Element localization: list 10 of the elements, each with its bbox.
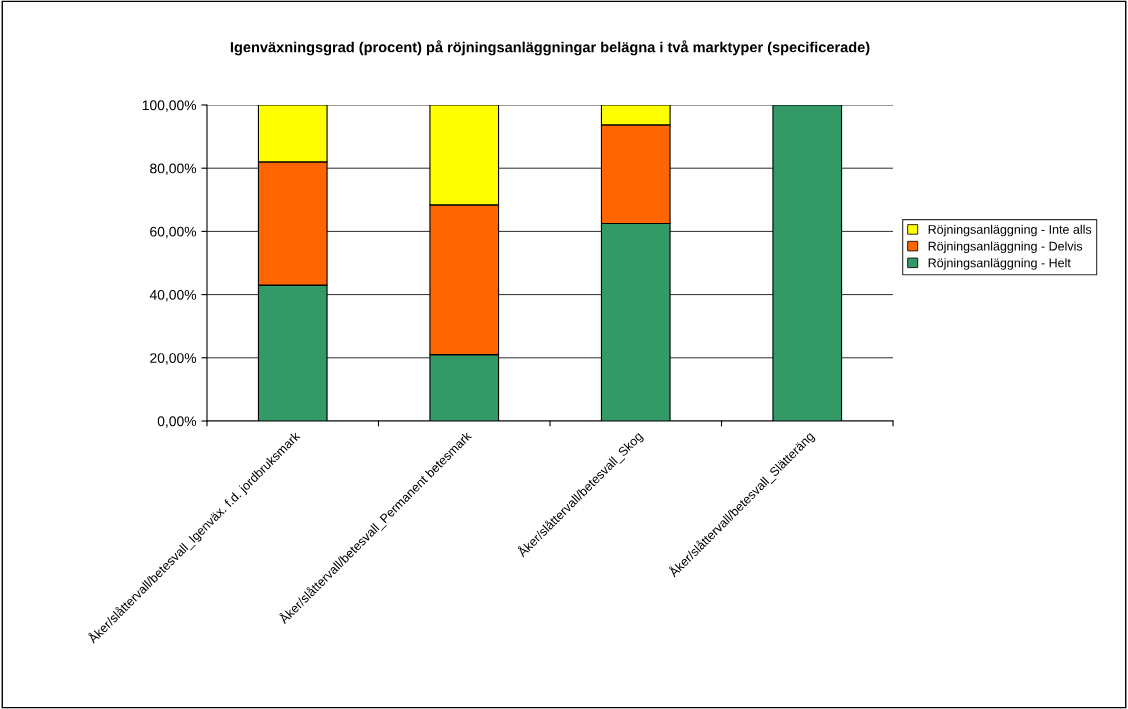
legend-label: Röjningsanläggning - Inte alls — [928, 224, 1092, 237]
y-tick-label: 20,00% — [150, 353, 197, 365]
legend-label: Röjningsanläggning - Delvis — [928, 241, 1083, 254]
chart-title: Igenväxningsgrad (procent) på röjningsanläggningar belägna i två marktyper (specificerade) — [230, 40, 870, 56]
y-tick-label: 0,00% — [157, 416, 197, 428]
legend-label: Röjningsanläggning - Helt — [928, 258, 1071, 270]
y-tick-label: 80,00% — [150, 163, 197, 176]
y-tick-label: 40,00% — [149, 289, 197, 302]
y-tick-label: 60,00% — [150, 226, 197, 239]
y-tick-label: 100,00% — [142, 100, 197, 112]
